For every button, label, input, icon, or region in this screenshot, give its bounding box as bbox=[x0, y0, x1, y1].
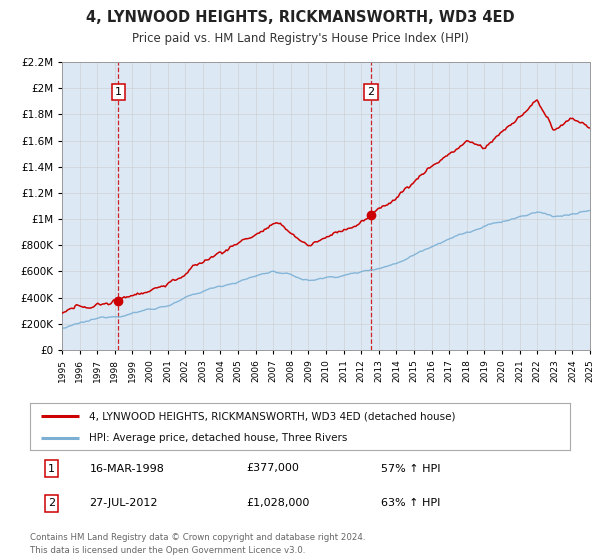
Text: 1: 1 bbox=[115, 87, 122, 97]
Text: 4, LYNWOOD HEIGHTS, RICKMANSWORTH, WD3 4ED: 4, LYNWOOD HEIGHTS, RICKMANSWORTH, WD3 4… bbox=[86, 10, 514, 25]
Text: 1: 1 bbox=[48, 464, 55, 474]
Text: 16-MAR-1998: 16-MAR-1998 bbox=[89, 464, 164, 474]
Text: 2: 2 bbox=[48, 498, 55, 508]
Text: 57% ↑ HPI: 57% ↑ HPI bbox=[381, 464, 440, 474]
Text: 63% ↑ HPI: 63% ↑ HPI bbox=[381, 498, 440, 508]
Text: 27-JUL-2012: 27-JUL-2012 bbox=[89, 498, 158, 508]
Text: 2: 2 bbox=[367, 87, 374, 97]
Text: £1,028,000: £1,028,000 bbox=[246, 498, 310, 508]
Text: Price paid vs. HM Land Registry's House Price Index (HPI): Price paid vs. HM Land Registry's House … bbox=[131, 32, 469, 45]
Text: £377,000: £377,000 bbox=[246, 464, 299, 474]
Text: This data is licensed under the Open Government Licence v3.0.: This data is licensed under the Open Gov… bbox=[30, 546, 305, 555]
Text: Contains HM Land Registry data © Crown copyright and database right 2024.: Contains HM Land Registry data © Crown c… bbox=[30, 533, 365, 542]
Text: 4, LYNWOOD HEIGHTS, RICKMANSWORTH, WD3 4ED (detached house): 4, LYNWOOD HEIGHTS, RICKMANSWORTH, WD3 4… bbox=[89, 411, 456, 421]
Text: HPI: Average price, detached house, Three Rivers: HPI: Average price, detached house, Thre… bbox=[89, 433, 348, 444]
